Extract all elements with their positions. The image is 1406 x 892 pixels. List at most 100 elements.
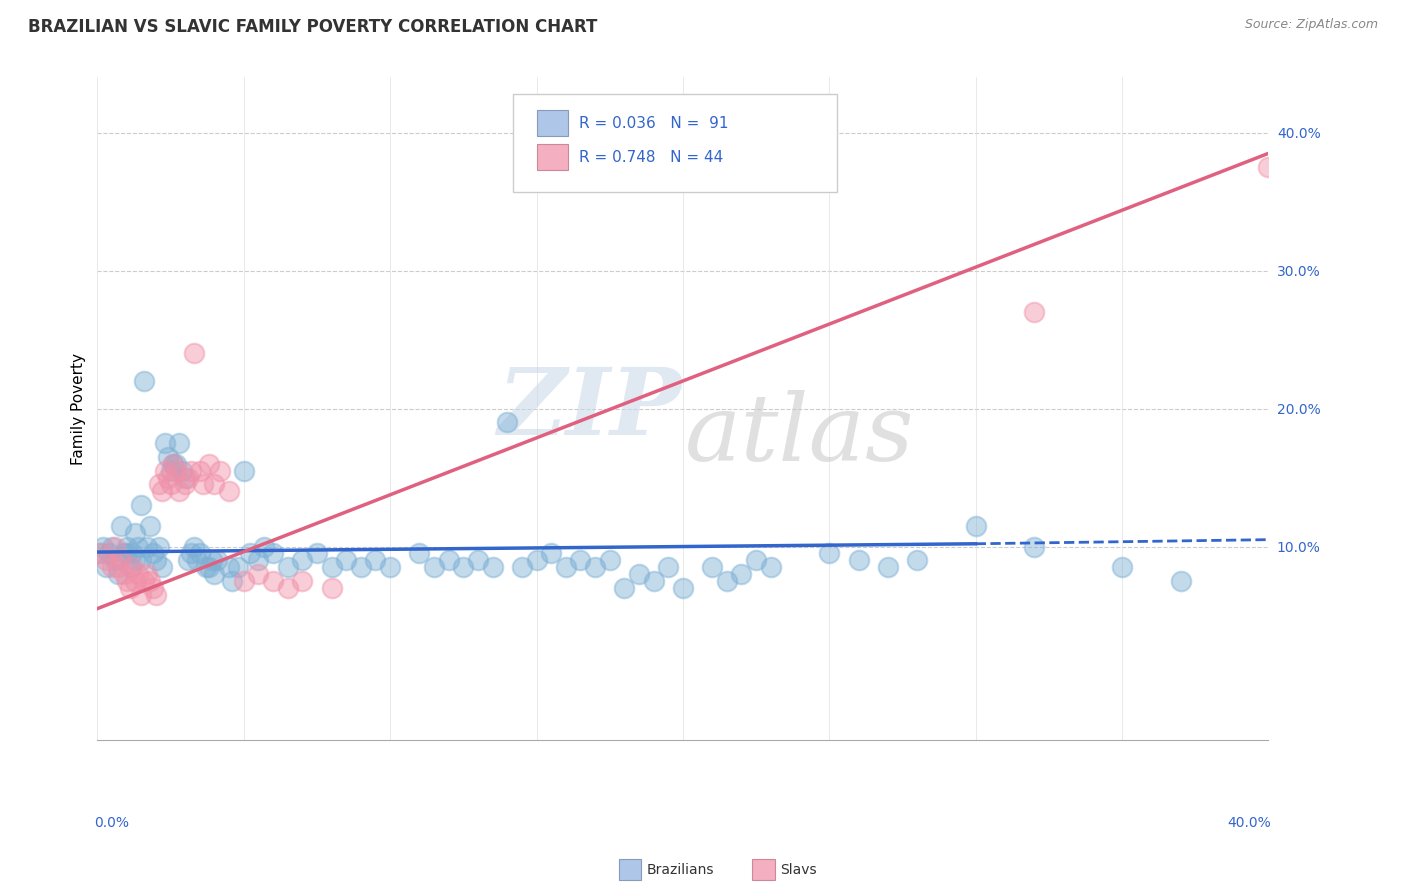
Point — [145, 588, 167, 602]
Point — [848, 553, 870, 567]
Point — [172, 464, 194, 478]
Point — [197, 457, 219, 471]
Y-axis label: Family Poverty: Family Poverty — [72, 352, 86, 465]
Point — [129, 553, 152, 567]
Point — [127, 540, 149, 554]
Point — [239, 546, 262, 560]
Point — [905, 553, 928, 567]
Point — [118, 581, 141, 595]
Point — [180, 464, 202, 478]
Point — [127, 567, 149, 582]
Point — [335, 553, 357, 567]
Point — [643, 574, 665, 588]
Point — [134, 374, 156, 388]
Point — [759, 560, 782, 574]
Point — [1024, 540, 1046, 554]
Point — [112, 546, 135, 560]
Point — [1170, 574, 1192, 588]
Point — [702, 560, 724, 574]
Point — [453, 560, 475, 574]
Point — [186, 553, 208, 567]
Point — [169, 484, 191, 499]
Point — [129, 588, 152, 602]
Point — [91, 540, 114, 554]
Point — [1024, 305, 1046, 319]
Point — [124, 574, 146, 588]
Point — [321, 560, 343, 574]
Point — [142, 581, 165, 595]
Point — [672, 581, 695, 595]
Text: atlas: atlas — [685, 390, 915, 480]
Point — [350, 560, 373, 574]
Point — [115, 546, 138, 560]
Point — [627, 567, 650, 582]
Point — [188, 464, 211, 478]
Point — [188, 546, 211, 560]
Point — [1257, 160, 1279, 174]
Point — [569, 553, 592, 567]
Text: BRAZILIAN VS SLAVIC FAMILY POVERTY CORRELATION CHART: BRAZILIAN VS SLAVIC FAMILY POVERTY CORRE… — [28, 18, 598, 36]
Point — [218, 484, 240, 499]
Point — [730, 567, 752, 582]
Point — [139, 574, 162, 588]
Point — [583, 560, 606, 574]
Point — [554, 560, 576, 574]
Point — [481, 560, 503, 574]
Point — [1111, 560, 1133, 574]
Point — [156, 450, 179, 464]
Point — [262, 546, 284, 560]
Point — [277, 560, 299, 574]
Point — [169, 436, 191, 450]
Point — [142, 546, 165, 560]
Point — [115, 540, 138, 554]
Point — [121, 546, 143, 560]
Point — [183, 346, 205, 360]
Point — [467, 553, 489, 567]
Point — [364, 553, 387, 567]
Point — [150, 560, 173, 574]
Point — [408, 546, 430, 560]
Point — [232, 464, 254, 478]
Point — [526, 553, 548, 567]
Point — [745, 553, 768, 567]
Point — [153, 464, 176, 478]
Point — [162, 457, 184, 471]
Point — [98, 546, 121, 560]
Point — [107, 560, 129, 574]
Point — [162, 457, 184, 471]
Point — [174, 477, 197, 491]
Text: 0.0%: 0.0% — [94, 815, 129, 830]
Point — [221, 574, 243, 588]
Point — [599, 553, 621, 567]
Point — [150, 484, 173, 499]
Point — [177, 553, 200, 567]
Text: Slavs: Slavs — [780, 863, 817, 877]
Text: 40.0%: 40.0% — [1227, 815, 1271, 830]
Point — [148, 477, 170, 491]
Point — [136, 567, 159, 582]
Point — [247, 567, 270, 582]
Text: Source: ZipAtlas.com: Source: ZipAtlas.com — [1244, 18, 1378, 31]
Point — [165, 464, 187, 478]
Point — [262, 574, 284, 588]
Point — [124, 525, 146, 540]
Point — [156, 470, 179, 484]
Point — [253, 540, 276, 554]
Point — [107, 567, 129, 582]
Point — [148, 540, 170, 554]
Point — [194, 560, 217, 574]
Point — [174, 470, 197, 484]
Point — [510, 560, 533, 574]
Point — [197, 560, 219, 574]
Point — [965, 519, 987, 533]
Point — [104, 553, 127, 567]
Point — [104, 540, 127, 554]
Point — [94, 560, 117, 574]
Point — [613, 581, 636, 595]
Point — [139, 519, 162, 533]
Point — [159, 477, 181, 491]
Point — [716, 574, 738, 588]
Point — [226, 560, 249, 574]
Point — [876, 560, 898, 574]
Point — [204, 567, 226, 582]
